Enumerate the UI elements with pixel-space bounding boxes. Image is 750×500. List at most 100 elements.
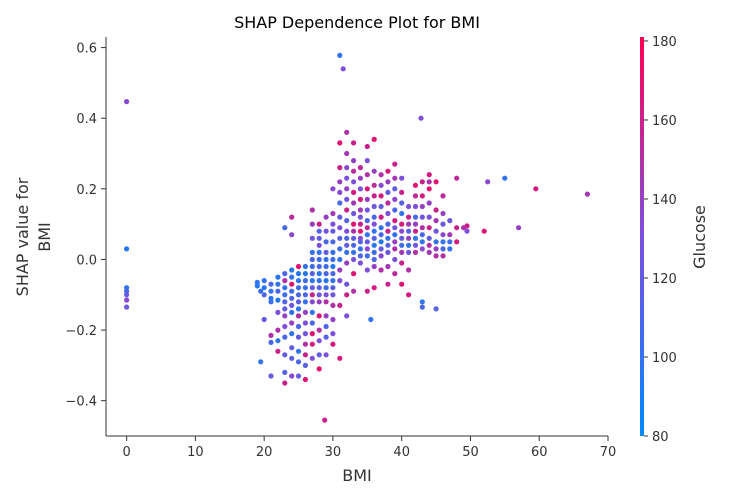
data-point bbox=[399, 200, 405, 206]
data-point bbox=[282, 323, 288, 330]
data-point bbox=[275, 327, 281, 333]
data-point bbox=[316, 292, 322, 298]
data-point bbox=[378, 232, 384, 238]
data-point bbox=[316, 256, 322, 263]
data-point bbox=[433, 306, 439, 312]
data-point bbox=[337, 189, 343, 195]
data-point bbox=[289, 373, 295, 379]
data-point bbox=[337, 52, 343, 59]
data-point bbox=[302, 271, 308, 277]
data-point bbox=[302, 320, 308, 326]
data-point bbox=[364, 143, 370, 150]
x-axis-label: BMI bbox=[342, 466, 372, 485]
data-point bbox=[419, 179, 425, 185]
data-point bbox=[584, 191, 591, 197]
data-point bbox=[399, 210, 405, 217]
data-point bbox=[399, 221, 405, 227]
data-point bbox=[124, 288, 130, 294]
data-point bbox=[385, 168, 391, 174]
data-point bbox=[323, 271, 329, 277]
data-point bbox=[337, 302, 343, 308]
data-point bbox=[275, 297, 281, 303]
data-point bbox=[124, 99, 130, 105]
data-point bbox=[275, 309, 281, 315]
data-point bbox=[351, 242, 357, 248]
data-point bbox=[399, 242, 405, 248]
data-point bbox=[323, 249, 329, 255]
data-point bbox=[289, 295, 295, 301]
data-point bbox=[440, 210, 446, 217]
data-point bbox=[433, 218, 439, 224]
data-point bbox=[330, 271, 336, 277]
data-point bbox=[351, 256, 357, 263]
data-point bbox=[309, 263, 315, 270]
data-point bbox=[289, 214, 295, 220]
data-point bbox=[282, 285, 288, 291]
data-point bbox=[351, 288, 357, 294]
data-point bbox=[295, 299, 302, 305]
data-point bbox=[351, 140, 357, 146]
data-point bbox=[316, 313, 322, 319]
data-point bbox=[261, 278, 267, 284]
data-point bbox=[302, 285, 308, 291]
points-layer bbox=[124, 52, 591, 423]
data-point bbox=[364, 253, 370, 259]
data-point bbox=[392, 196, 398, 202]
data-point bbox=[392, 239, 398, 245]
data-point bbox=[309, 278, 315, 284]
y-tick-label: −0.4 bbox=[65, 395, 97, 410]
x-tick-label: 30 bbox=[325, 445, 342, 460]
data-point bbox=[295, 359, 302, 365]
data-point bbox=[275, 338, 281, 344]
data-point bbox=[337, 267, 343, 273]
data-point bbox=[261, 292, 267, 298]
data-point bbox=[330, 285, 336, 291]
data-point bbox=[371, 228, 377, 234]
data-point bbox=[302, 376, 308, 383]
data-point bbox=[344, 292, 350, 298]
data-point bbox=[316, 263, 322, 270]
data-point bbox=[344, 207, 350, 213]
data-point bbox=[412, 221, 419, 227]
data-point bbox=[385, 242, 391, 248]
data-point bbox=[364, 267, 370, 273]
data-point bbox=[330, 186, 336, 192]
data-point bbox=[316, 228, 322, 234]
data-point bbox=[309, 221, 315, 227]
data-point bbox=[268, 299, 274, 305]
data-point bbox=[295, 373, 302, 379]
data-point bbox=[418, 115, 424, 121]
data-point bbox=[282, 271, 288, 277]
data-point bbox=[378, 172, 384, 178]
data-point bbox=[309, 299, 315, 305]
data-point bbox=[337, 246, 343, 252]
data-point bbox=[124, 292, 130, 298]
data-point bbox=[378, 246, 384, 252]
data-point bbox=[295, 285, 302, 291]
data-point bbox=[399, 189, 405, 195]
data-point bbox=[385, 263, 391, 270]
colorbar-label: Glucose bbox=[690, 205, 709, 269]
y-axis-label-line-2: BMI bbox=[35, 222, 54, 252]
data-point bbox=[330, 239, 336, 245]
data-point bbox=[399, 235, 405, 241]
data-point bbox=[406, 214, 412, 220]
data-point bbox=[371, 235, 377, 241]
data-point bbox=[330, 263, 336, 270]
data-point bbox=[392, 175, 398, 181]
data-point bbox=[289, 302, 295, 308]
data-point bbox=[392, 246, 398, 252]
data-point bbox=[440, 246, 446, 252]
data-point bbox=[309, 355, 315, 361]
data-point bbox=[357, 221, 363, 227]
data-point bbox=[323, 278, 329, 284]
data-point bbox=[261, 316, 267, 323]
data-point bbox=[344, 196, 350, 202]
data-point bbox=[309, 207, 315, 213]
data-point bbox=[258, 288, 264, 294]
data-point bbox=[309, 320, 315, 326]
data-point bbox=[385, 210, 391, 217]
x-tick-label: 40 bbox=[393, 445, 410, 460]
colorbar bbox=[640, 37, 644, 436]
data-point bbox=[309, 235, 315, 241]
